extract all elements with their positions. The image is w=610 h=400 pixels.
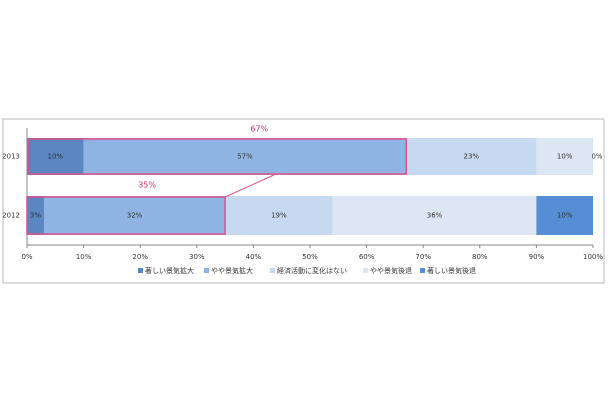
- annotation: 35%: [138, 181, 156, 190]
- bar-segment: [43, 196, 226, 235]
- x-tick-label: 60%: [359, 253, 375, 261]
- x-tick-label: 40%: [246, 253, 262, 261]
- bar-segment: [27, 196, 44, 235]
- bar-segment: [536, 196, 593, 235]
- legend-swatch: [420, 268, 425, 273]
- x-tick-label: 30%: [189, 253, 205, 261]
- data-label: 10%: [48, 153, 64, 161]
- legend-label: やや景気後退: [370, 266, 412, 275]
- data-label: 57%: [237, 153, 253, 161]
- data-label: 23%: [464, 153, 480, 161]
- connector: [224, 173, 277, 198]
- legend-swatch: [138, 268, 143, 273]
- data-label: 10%: [557, 153, 573, 161]
- highlight-box: [26, 196, 226, 235]
- legend-swatch: [204, 268, 209, 273]
- x-tick-label: 0%: [21, 253, 32, 261]
- legend-label: やや景気拡大: [211, 266, 253, 275]
- x-tick-label: 80%: [472, 253, 488, 261]
- x-tick-label: 70%: [415, 253, 431, 261]
- data-label: 3%: [30, 212, 41, 220]
- y-tick-label: 2012: [2, 212, 20, 220]
- legend-label: 著しい景気後退: [427, 266, 476, 275]
- data-label: 32%: [127, 212, 143, 220]
- legend-label: 著しい景気拡大: [145, 266, 194, 275]
- x-tick-label: 90%: [529, 253, 545, 261]
- bar-segment: [83, 138, 407, 175]
- bar-segment: [406, 138, 537, 175]
- bar-segment: [332, 196, 537, 235]
- x-tick-label: 20%: [132, 253, 148, 261]
- y-tick-label: 2013: [2, 153, 20, 161]
- x-tick-label: 10%: [76, 253, 92, 261]
- legend-swatch: [270, 268, 275, 273]
- bar-segment: [225, 196, 333, 235]
- data-label: 19%: [271, 212, 287, 220]
- legend-label: 経済活動に変化はない: [277, 266, 347, 275]
- bar-segment: [27, 138, 84, 175]
- highlight-box: [28, 138, 407, 175]
- annotation: 67%: [250, 125, 268, 134]
- x-tick-label: 50%: [302, 253, 318, 261]
- data-label: 36%: [427, 212, 443, 220]
- bar-segment: [536, 138, 593, 175]
- x-tick-label: 100%: [583, 253, 603, 261]
- data-label: 0%: [591, 153, 602, 161]
- data-label: 10%: [557, 212, 573, 220]
- legend-swatch: [363, 268, 368, 273]
